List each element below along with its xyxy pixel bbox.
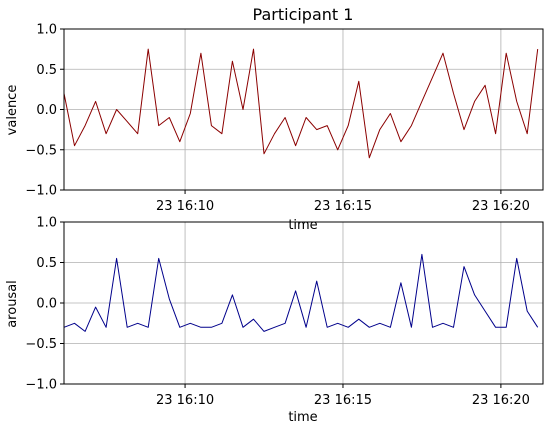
arousal-chart: −1.0 −0.5 0.0 0.5 1.0 23 16:10 23 16:15 23 16:… [5, 216, 544, 425]
y-tick-label: 0.5 [36, 256, 57, 271]
valence-chart: −1.0 −0.5 0.0 0.5 1.0 23 16:10 23 16:15 23 16:… [5, 23, 544, 233]
arousal-series-line [63, 253, 539, 332]
y-tick-label: 0.0 [36, 297, 57, 312]
arousal-y-axis-label: arousal [5, 280, 20, 328]
arousal-x-axis-label: time [288, 410, 317, 425]
x-tick-label: 23 16:20 [472, 393, 530, 408]
chart-title: Participant 1 [253, 5, 354, 24]
x-tick-label: 23 16:15 [314, 393, 372, 408]
x-tick-label: 23 16:10 [156, 199, 214, 214]
y-tick-label: −0.5 [25, 143, 57, 158]
x-tick-label: 23 16:20 [472, 199, 530, 214]
y-tick-label: 1.0 [36, 216, 57, 231]
y-tick-label: 0.5 [36, 63, 57, 78]
y-tick-label: −1.0 [25, 378, 57, 393]
x-tick-label: 23 16:15 [314, 199, 372, 214]
y-tick-label: 1.0 [36, 23, 57, 38]
valence-series-line [63, 48, 539, 159]
x-tick-label: 23 16:10 [156, 393, 214, 408]
y-tick-label: 0.0 [36, 103, 57, 118]
y-tick-label: −0.5 [25, 337, 57, 352]
y-tick-label: −1.0 [25, 184, 57, 199]
valence-x-axis-label: time [288, 218, 317, 233]
valence-y-axis-label: valence [5, 85, 20, 136]
